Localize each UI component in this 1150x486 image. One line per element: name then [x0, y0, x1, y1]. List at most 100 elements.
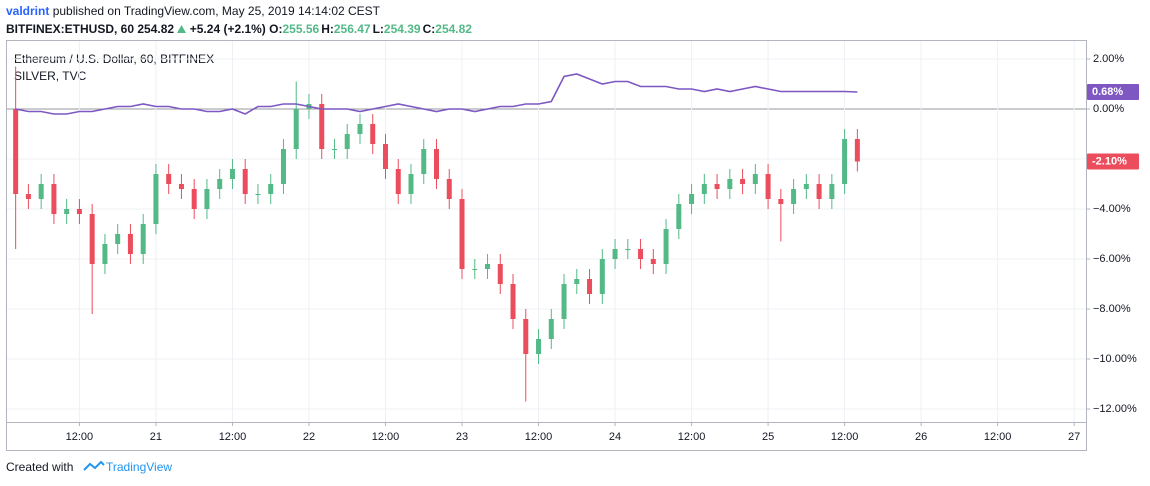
candle-body: [536, 339, 542, 354]
x-tick-label: 12:00: [678, 431, 706, 443]
overlay-last-label-box: [1087, 84, 1139, 100]
grid: [7, 41, 1086, 422]
candle-body: [191, 189, 197, 209]
y-tick-label: −12.00%: [1093, 403, 1137, 415]
candle-body: [115, 234, 121, 244]
y-tick-label: −4.00%: [1093, 203, 1131, 215]
candle-body: [791, 189, 797, 204]
x-tick-label: 25: [762, 431, 774, 443]
x-tick-label: 12:00: [219, 431, 247, 443]
logo: [83, 460, 105, 471]
change: +5.24 (+2.1%): [189, 22, 266, 36]
candle-body: [217, 179, 223, 189]
y-tick-label: −10.00%: [1093, 353, 1137, 365]
candle-body: [574, 279, 580, 284]
candle-body: [370, 124, 376, 144]
candle-body: [395, 169, 401, 194]
x-tick-label: 27: [1068, 431, 1080, 443]
candle-body: [854, 139, 860, 162]
line: [15, 73, 858, 115]
candle-body: [701, 184, 707, 194]
candle-body: [408, 174, 414, 194]
candle-body: [689, 194, 695, 204]
last-close-label-box: [1087, 153, 1139, 170]
candle-body: [510, 284, 516, 319]
ohlc-value: 256.47: [333, 22, 371, 36]
candle-body: [650, 259, 656, 264]
published: published on TradingView.com, May 25, 20…: [52, 4, 381, 18]
candle-body: [446, 179, 452, 199]
candle-body: [612, 249, 618, 259]
footer-created: Created with: [6, 460, 73, 474]
candle-body: [255, 194, 261, 195]
x-tick-label: 12:00: [66, 431, 94, 443]
x-tick-label: 12:00: [525, 431, 553, 443]
candle-body: [485, 264, 491, 269]
ohlc-key: H:: [321, 22, 334, 36]
candle-body: [842, 139, 848, 184]
candle-body: [102, 244, 108, 264]
candle-body: [676, 204, 682, 229]
ohlc-key: O:: [269, 22, 283, 36]
candle-body: [548, 319, 554, 339]
y-tick-label: 2.00%: [1093, 53, 1124, 65]
candle-body: [421, 149, 427, 174]
ohlc-key: C:: [422, 22, 436, 36]
candle-body: [663, 229, 669, 264]
x-tick-label: 24: [609, 431, 621, 443]
candle-body: [64, 209, 70, 214]
legend-overlay: SILVER, TVC: [14, 69, 87, 83]
last-price: 254.82: [137, 22, 175, 36]
ohlc-value: 254.82: [435, 22, 472, 36]
candle-body: [89, 214, 95, 264]
candle-body: [293, 109, 299, 149]
last-close-label: -2.10%: [1092, 155, 1127, 167]
ohlc-value: 255.56: [282, 22, 320, 36]
candle-body: [166, 174, 172, 184]
candle-body: [319, 104, 325, 149]
candle-body: [472, 269, 478, 270]
candle-body: [752, 174, 758, 184]
candle-body: [561, 284, 567, 319]
candle-body: [778, 199, 784, 204]
candle-body: [829, 184, 835, 199]
y-tick-label: −8.00%: [1093, 303, 1131, 315]
candle-body: [434, 149, 440, 179]
ohlc: O:255.56 H:256.47 L:254.39 C:254.82: [269, 22, 474, 36]
candle-body: [76, 209, 82, 214]
ohlc-key: L:: [372, 22, 384, 36]
up-arrow: [177, 25, 187, 33]
candle-body: [523, 319, 529, 354]
candle-body: [803, 184, 809, 189]
candle-body: [587, 279, 593, 294]
candle-body: [331, 149, 337, 150]
candle-body: [765, 174, 771, 199]
x-tick-label: 12:00: [831, 431, 859, 443]
candle-body: [727, 179, 733, 189]
candle-body: [714, 184, 720, 189]
candle-body: [357, 124, 363, 134]
candle-body: [497, 264, 503, 284]
candle-body: [229, 169, 235, 179]
candle-body: [127, 234, 133, 254]
x-tick-label: 21: [150, 431, 162, 443]
candle-body: [38, 184, 44, 199]
candle-body: [140, 224, 146, 254]
candle-body: [242, 169, 248, 194]
x-tick-label: 22: [303, 431, 315, 443]
candle-body: [382, 144, 388, 169]
symbol-line: BITFINEX:ETHUSD, 60 254.82 +5.24 (+2.1%)…: [6, 22, 474, 36]
candle-body: [25, 194, 31, 199]
x-tick-label: 12:00: [372, 431, 400, 443]
candle-body: [740, 179, 746, 184]
y-tick-label: 0.00%: [1093, 103, 1124, 115]
candle-body: [13, 109, 19, 194]
candle-body: [178, 184, 184, 189]
author: valdrint: [6, 4, 50, 18]
candle-body: [344, 134, 350, 149]
candle-body: [625, 249, 631, 250]
candle-body: [268, 184, 274, 194]
symbol: BITFINEX:ETHUSD, 60: [6, 22, 135, 36]
